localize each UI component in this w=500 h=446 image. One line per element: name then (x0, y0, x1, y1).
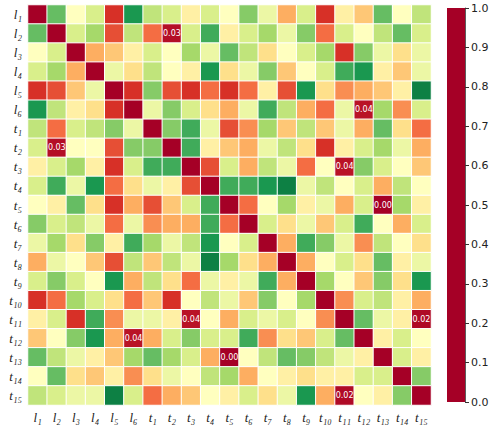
svg-text:l₅: l₅ (14, 83, 22, 98)
svg-text:0.03: 0.03 (48, 143, 66, 152)
svg-text:t₇: t₇ (264, 410, 273, 425)
svg-text:t₁₃: t₁₃ (9, 350, 22, 365)
svg-text:l₄: l₄ (91, 410, 100, 425)
svg-text:t₁₀: t₁₀ (319, 410, 332, 425)
svg-text:0.04: 0.04 (182, 315, 200, 324)
svg-text:l₃: l₃ (72, 410, 80, 425)
svg-text:l₁: l₁ (14, 7, 22, 22)
svg-text:l₅: l₅ (110, 410, 118, 425)
svg-text:t₁: t₁ (14, 121, 22, 136)
svg-text:0.02: 0.02 (412, 315, 430, 324)
svg-text:t₁₅: t₁₅ (9, 388, 22, 403)
svg-text:0.3: 0.3 (471, 277, 489, 290)
svg-text:l₆: l₆ (14, 102, 22, 117)
svg-text:0.1: 0.1 (471, 356, 489, 369)
svg-text:t₁₁: t₁₁ (338, 410, 351, 425)
svg-text:t₁₃: t₁₃ (377, 410, 390, 425)
svg-text:0.8: 0.8 (471, 80, 489, 93)
svg-text:t₉: t₉ (302, 410, 310, 425)
svg-text:t₁₄: t₁₄ (9, 369, 22, 384)
svg-text:0.04: 0.04 (336, 162, 354, 171)
svg-text:t₄: t₄ (14, 178, 23, 193)
svg-text:l₁: l₁ (34, 410, 42, 425)
svg-text:0.00: 0.00 (221, 353, 239, 362)
svg-text:0.02: 0.02 (336, 391, 354, 400)
svg-text:t₃: t₃ (14, 159, 22, 174)
svg-text:t₁₄: t₁₄ (396, 410, 409, 425)
svg-text:t₈: t₈ (283, 410, 292, 425)
svg-text:0.6: 0.6 (471, 159, 489, 172)
svg-text:0.7: 0.7 (471, 120, 489, 133)
svg-text:0.9: 0.9 (471, 41, 489, 54)
svg-text:t₁: t₁ (149, 410, 157, 425)
svg-text:t₆: t₆ (14, 217, 22, 232)
svg-text:0.5: 0.5 (471, 199, 489, 212)
svg-text:t₂: t₂ (168, 410, 177, 425)
svg-text:t₈: t₈ (14, 255, 23, 270)
svg-text:t₇: t₇ (14, 236, 23, 251)
svg-text:l₂: l₂ (14, 26, 23, 41)
svg-text:t₅: t₅ (225, 410, 233, 425)
svg-text:l₃: l₃ (14, 45, 22, 60)
svg-text:t₅: t₅ (14, 198, 22, 213)
svg-text:0.00: 0.00 (374, 201, 392, 210)
svg-text:t₂: t₂ (14, 140, 23, 155)
svg-text:0.2: 0.2 (471, 317, 489, 330)
svg-text:t₁₂: t₁₂ (9, 331, 22, 346)
svg-text:t₉: t₉ (14, 274, 22, 289)
svg-text:0.04: 0.04 (355, 105, 373, 114)
svg-text:l₂: l₂ (53, 410, 62, 425)
svg-text:1.0: 1.0 (471, 2, 489, 15)
svg-text:t₁₂: t₁₂ (358, 410, 371, 425)
svg-text:t₃: t₃ (187, 410, 195, 425)
svg-text:0.04: 0.04 (125, 334, 143, 343)
svg-text:0.0: 0.0 (471, 396, 489, 409)
svg-text:l₄: l₄ (14, 64, 23, 79)
svg-text:t₁₁: t₁₁ (9, 312, 22, 327)
svg-text:t₆: t₆ (245, 410, 253, 425)
svg-text:t₁₀: t₁₀ (9, 293, 22, 308)
svg-text:0.03: 0.03 (163, 29, 181, 38)
svg-text:t₁₅: t₁₅ (415, 410, 428, 425)
svg-text:t₄: t₄ (206, 410, 215, 425)
svg-text:0.4: 0.4 (471, 238, 489, 251)
svg-text:l₆: l₆ (129, 410, 137, 425)
